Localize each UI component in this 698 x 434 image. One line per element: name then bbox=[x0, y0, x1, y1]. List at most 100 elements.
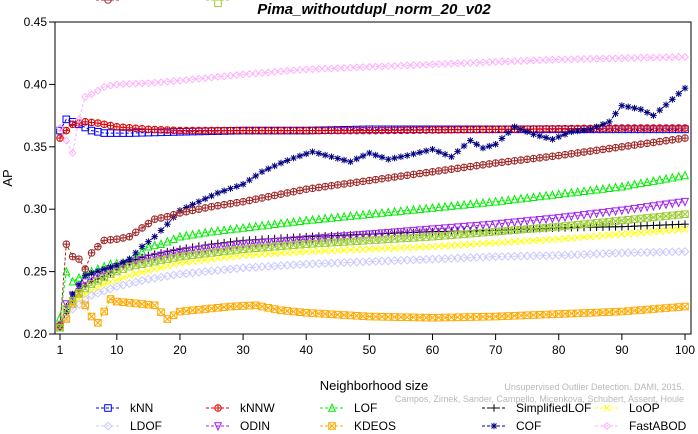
data-point bbox=[668, 124, 677, 132]
data-point bbox=[194, 228, 203, 238]
data-point bbox=[497, 219, 506, 229]
data-point bbox=[163, 77, 172, 86]
data-point bbox=[643, 305, 651, 314]
data-point bbox=[302, 65, 311, 74]
data-point bbox=[681, 302, 689, 311]
data-point bbox=[308, 259, 318, 269]
data-point bbox=[327, 181, 336, 190]
data-point bbox=[302, 150, 310, 158]
data-point bbox=[359, 152, 367, 160]
data-point bbox=[194, 245, 203, 255]
data-point bbox=[472, 313, 481, 321]
data-point bbox=[265, 165, 272, 173]
data-point bbox=[636, 247, 646, 258]
series-line-kdeos bbox=[59, 293, 686, 329]
data-point bbox=[580, 233, 588, 241]
data-point bbox=[491, 239, 500, 247]
data-point bbox=[567, 55, 576, 64]
data-point bbox=[611, 231, 620, 239]
data-point bbox=[214, 303, 222, 312]
data-point bbox=[504, 195, 513, 205]
data-point bbox=[245, 239, 254, 249]
data-point bbox=[491, 252, 501, 262]
data-point bbox=[536, 132, 544, 140]
data-point bbox=[650, 112, 657, 119]
data-point bbox=[100, 273, 108, 282]
data-point bbox=[245, 69, 254, 78]
data-point bbox=[169, 260, 178, 269]
data-point bbox=[636, 178, 645, 188]
data-point bbox=[365, 176, 374, 185]
data-point bbox=[656, 227, 664, 235]
data-point bbox=[441, 201, 450, 211]
data-point bbox=[125, 232, 134, 241]
data-point bbox=[232, 71, 241, 80]
data-point bbox=[542, 190, 551, 200]
data-point bbox=[214, 254, 222, 263]
data-point bbox=[226, 241, 235, 251]
data-point bbox=[573, 55, 582, 64]
data-point bbox=[93, 86, 102, 95]
data-point bbox=[314, 234, 323, 244]
data-point bbox=[314, 64, 323, 73]
data-point bbox=[239, 70, 248, 79]
legend-marker bbox=[490, 422, 498, 430]
data-point bbox=[182, 230, 191, 240]
data-point bbox=[257, 262, 267, 272]
data-point bbox=[277, 249, 285, 257]
data-point bbox=[378, 174, 386, 183]
data-point bbox=[675, 90, 682, 98]
data-point bbox=[561, 131, 569, 138]
data-point bbox=[87, 118, 96, 127]
data-point bbox=[258, 243, 266, 252]
data-point bbox=[244, 262, 254, 272]
data-point bbox=[554, 214, 563, 224]
data-point bbox=[472, 161, 481, 170]
data-point bbox=[465, 253, 475, 263]
data-point bbox=[459, 199, 469, 209]
data-point bbox=[472, 221, 481, 231]
data-point bbox=[549, 136, 556, 143]
data-point bbox=[164, 220, 171, 228]
data-point bbox=[447, 125, 456, 134]
data-point bbox=[289, 260, 299, 270]
data-point bbox=[175, 231, 185, 241]
legend-marker bbox=[213, 422, 223, 432]
legend-item-simplifiedlof: SimplifiedLOF bbox=[482, 401, 591, 415]
data-point bbox=[214, 201, 222, 210]
data-point bbox=[270, 191, 279, 200]
data-point bbox=[226, 199, 235, 208]
data-point bbox=[605, 124, 614, 133]
data-point bbox=[346, 126, 355, 135]
data-point bbox=[598, 208, 608, 218]
data-point bbox=[283, 66, 292, 75]
data-point bbox=[188, 257, 197, 266]
data-point bbox=[251, 262, 261, 272]
data-point bbox=[88, 269, 95, 277]
data-point bbox=[504, 57, 513, 66]
data-point bbox=[630, 204, 639, 214]
data-point bbox=[378, 126, 386, 135]
data-point bbox=[517, 237, 525, 246]
data-point bbox=[605, 183, 614, 193]
data-point bbox=[100, 120, 108, 129]
data-point bbox=[144, 259, 153, 267]
data-point bbox=[220, 126, 228, 135]
data-point bbox=[220, 242, 229, 252]
data-point bbox=[100, 307, 108, 316]
data-point bbox=[352, 210, 361, 220]
data-point bbox=[314, 259, 324, 269]
data-point bbox=[617, 181, 626, 191]
data-point bbox=[252, 172, 260, 180]
legend-marker bbox=[327, 402, 337, 412]
data-point bbox=[69, 290, 76, 298]
data-point bbox=[498, 135, 506, 142]
data-point bbox=[674, 171, 683, 181]
data-point bbox=[441, 150, 449, 158]
data-point bbox=[276, 261, 286, 271]
data-point bbox=[326, 258, 336, 268]
data-point bbox=[302, 185, 311, 194]
data-point bbox=[503, 251, 513, 261]
data-point bbox=[560, 250, 570, 260]
data-point bbox=[145, 238, 152, 245]
